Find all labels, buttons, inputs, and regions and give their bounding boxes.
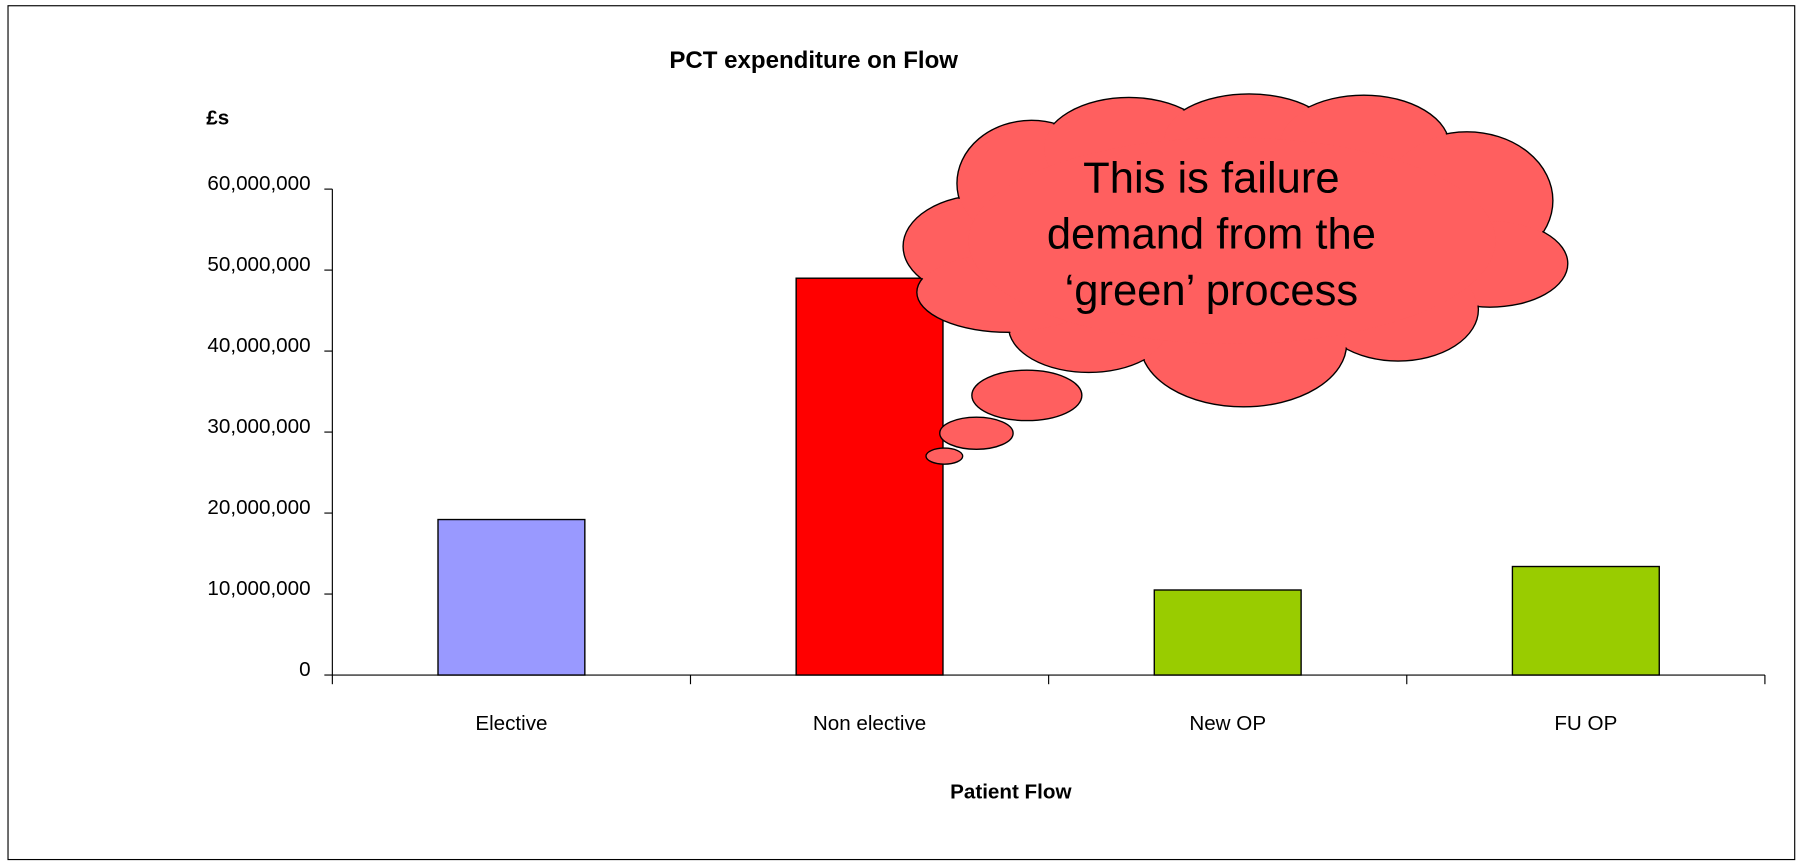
annotation-line: demand from the <box>1047 211 1376 259</box>
annotation-line: ‘green’ process <box>1065 267 1359 315</box>
annotation: This is failure demand from the ‘green’ pr… <box>1047 155 1376 315</box>
x-tick-label: Elective <box>475 712 547 735</box>
annotation-line: This is failure <box>1083 155 1339 203</box>
y-tick-label: 20,000,000 <box>207 496 310 519</box>
x-tick-label: New OP <box>1189 712 1266 735</box>
bar <box>796 278 943 675</box>
chart-title: PCT expenditure on Flow <box>669 47 958 74</box>
y-tick-label: 10,000,000 <box>207 577 310 600</box>
x-axis-title: Patient Flow <box>950 781 1072 804</box>
y-tick-label: 30,000,000 <box>207 415 310 438</box>
bar <box>1512 567 1659 676</box>
y-tick-label: 60,000,000 <box>207 172 310 195</box>
y-tick-label: 0 <box>299 658 310 681</box>
x-tick-label: FU OP <box>1554 712 1617 735</box>
x-tick-label: Non elective <box>813 712 926 735</box>
y-axis-title: £s <box>206 107 229 130</box>
bar <box>438 520 585 675</box>
y-tick-label: 50,000,000 <box>207 253 310 276</box>
chart: PCT expenditure on Flow £s Patient Flow … <box>0 0 1797 863</box>
y-tick-label: 40,000,000 <box>207 334 310 357</box>
bar <box>1154 590 1301 675</box>
